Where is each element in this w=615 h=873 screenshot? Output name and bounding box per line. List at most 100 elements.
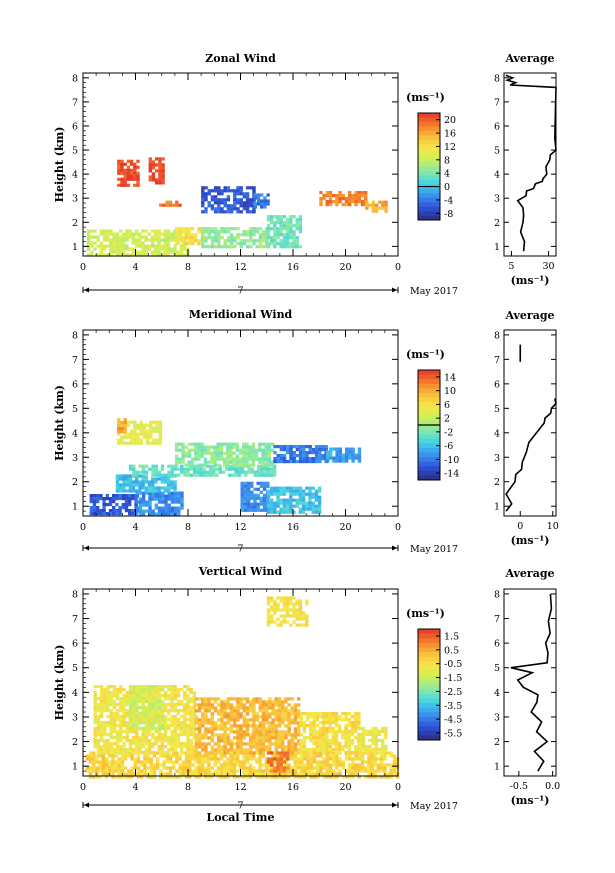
heatmap-cell bbox=[271, 730, 275, 734]
heatmap-cell bbox=[157, 477, 161, 481]
heatmap-cell bbox=[210, 198, 215, 202]
heatmap-patch bbox=[299, 712, 361, 755]
heatmap-cell bbox=[309, 769, 313, 773]
heatmap-cell bbox=[204, 760, 208, 764]
heatmap-cell bbox=[220, 210, 224, 214]
heatmap-cell bbox=[265, 706, 269, 710]
heatmap-cell bbox=[147, 483, 152, 487]
heatmap-cell bbox=[277, 736, 282, 740]
heatmap-cell bbox=[167, 709, 171, 713]
heatmap-cell bbox=[226, 227, 231, 231]
heatmap-cell bbox=[109, 697, 113, 701]
heatmap-cell bbox=[148, 497, 152, 501]
heatmap-cell bbox=[135, 685, 139, 689]
heatmap-cell bbox=[178, 457, 182, 461]
heatmap-cell bbox=[245, 760, 249, 764]
heatmap-cell bbox=[194, 727, 198, 731]
heatmap-cell bbox=[106, 748, 110, 752]
heatmap-cell bbox=[255, 742, 259, 746]
heatmap-cell bbox=[252, 769, 256, 773]
heatmap-cell bbox=[290, 697, 294, 701]
heatmap-cell bbox=[186, 473, 190, 477]
heatmap-cell bbox=[200, 448, 204, 452]
heatmap-cell bbox=[328, 197, 333, 201]
y-axis-label: Height (km) bbox=[53, 127, 66, 203]
heatmap-cell bbox=[139, 420, 143, 424]
heatmap-cell bbox=[196, 467, 200, 471]
heatmap-cell bbox=[242, 703, 246, 707]
heatmap-cell bbox=[147, 480, 152, 484]
heatmap-cell bbox=[242, 451, 246, 455]
heatmap-cell bbox=[367, 760, 371, 764]
heatmap-cell bbox=[297, 730, 301, 734]
heatmap-cell bbox=[287, 742, 291, 746]
heatmap-cell bbox=[136, 177, 140, 181]
heatmap-cell bbox=[105, 497, 109, 501]
heatmap-cell bbox=[264, 454, 268, 458]
heatmap-cell bbox=[338, 748, 342, 752]
heatmap-cell bbox=[389, 772, 393, 776]
heatmap-cell bbox=[101, 766, 105, 770]
heatmap-cell bbox=[236, 703, 240, 707]
heatmap-cell bbox=[325, 742, 329, 746]
colorbar-segment bbox=[418, 383, 440, 389]
heatmap-cell bbox=[144, 229, 148, 233]
heatmap-cell bbox=[176, 253, 180, 257]
heatmap-cell bbox=[194, 445, 198, 449]
heatmap-cell bbox=[175, 754, 179, 758]
heatmap-cell bbox=[151, 736, 155, 740]
heatmap-cell bbox=[138, 688, 142, 692]
heatmap-cell bbox=[269, 751, 274, 755]
heatmap-cell bbox=[160, 685, 165, 689]
heatmap-cell bbox=[162, 766, 166, 770]
heatmap-cell bbox=[122, 253, 126, 257]
heatmap-cell bbox=[380, 757, 384, 761]
heatmap-cell bbox=[207, 757, 211, 761]
profile-x-tick-label: 0 bbox=[517, 521, 523, 532]
heatmap-cell bbox=[170, 721, 174, 725]
heatmap-cell bbox=[194, 775, 198, 779]
heatmap-cell bbox=[272, 470, 277, 474]
heatmap-cell bbox=[255, 775, 259, 779]
heatmap-cell bbox=[129, 159, 134, 163]
heatmap-cell bbox=[201, 712, 205, 716]
heatmap-cell bbox=[220, 201, 224, 205]
heatmap-cell bbox=[376, 763, 381, 767]
heatmap-cell bbox=[163, 480, 168, 484]
heatmap-cell bbox=[217, 736, 221, 740]
heatmap-cell bbox=[123, 441, 127, 445]
heatmap-cell bbox=[287, 709, 291, 713]
heatmap-cell bbox=[277, 709, 282, 713]
heatmap-cell bbox=[292, 596, 296, 600]
heatmap-cell bbox=[252, 754, 256, 758]
heatmap-cell bbox=[86, 241, 91, 245]
heatmap-cell bbox=[109, 253, 113, 257]
heatmap-cell bbox=[252, 715, 256, 719]
heatmap-cell bbox=[128, 503, 132, 507]
heatmap-cell bbox=[318, 730, 323, 734]
heatmap-cell bbox=[176, 694, 181, 698]
heatmap-cell bbox=[135, 724, 139, 728]
heatmap-cell bbox=[157, 244, 161, 248]
heatmap-cell bbox=[299, 712, 303, 716]
heatmap-cell bbox=[213, 245, 218, 249]
heatmap-cell bbox=[361, 732, 366, 736]
heatmap-cell bbox=[380, 763, 384, 767]
heatmap-cell bbox=[316, 769, 320, 773]
heatmap-cell bbox=[299, 718, 303, 722]
heatmap-cell bbox=[350, 742, 355, 746]
heatmap-cell bbox=[157, 241, 161, 245]
heatmap-cell bbox=[96, 685, 101, 689]
heatmap-cell bbox=[120, 757, 125, 761]
heatmap-cell bbox=[292, 486, 296, 490]
heatmap-cell bbox=[144, 733, 149, 737]
heatmap-cell bbox=[316, 772, 320, 776]
heatmap-cell bbox=[276, 769, 280, 773]
heatmap-cell bbox=[285, 510, 290, 514]
heatmap-cell bbox=[120, 766, 125, 770]
heatmap-cell bbox=[192, 473, 197, 477]
heatmap-cell bbox=[269, 760, 274, 764]
panel-title: Vertical Wind bbox=[198, 565, 283, 578]
heatmap-patch bbox=[135, 491, 184, 516]
heatmap-cell bbox=[197, 697, 202, 701]
